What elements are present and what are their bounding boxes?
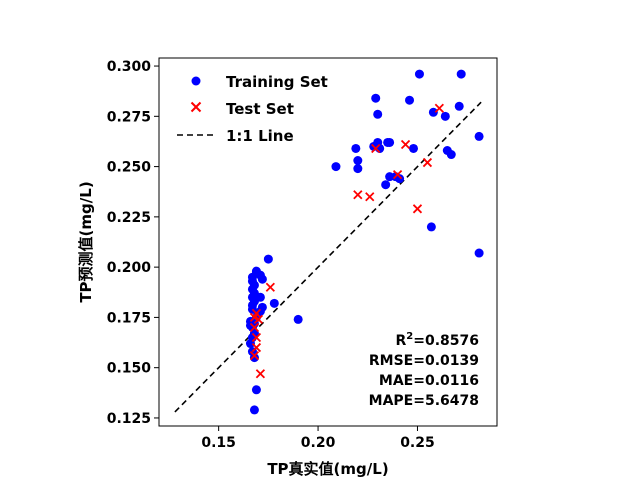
training-point [440, 111, 450, 121]
training-point [414, 69, 424, 79]
y-tick-label: 0.175 [107, 310, 151, 326]
data-points-layer [245, 69, 484, 415]
y-axis-title: TP预测值(mg/L) [77, 181, 95, 302]
r2-value: =0.8576 [413, 333, 479, 349]
r2-superscript: 2 [406, 331, 413, 342]
training-point [446, 150, 456, 160]
mae-stat: MAE=0.0116 [379, 373, 479, 389]
test-point [422, 157, 433, 168]
legend-label-test: Test Set [226, 100, 294, 118]
test-point [365, 192, 375, 202]
training-point [395, 174, 405, 184]
training-point [255, 292, 265, 302]
training-point [426, 222, 436, 232]
reference-line [174, 101, 482, 413]
y-tick-label: 0.225 [107, 210, 151, 226]
r2-label: R [395, 333, 406, 349]
reference-line-layer [174, 101, 482, 413]
y-tick-label: 0.150 [107, 361, 152, 377]
y-tick-label: 0.200 [107, 260, 152, 276]
rmse-stat: RMSE=0.0139 [369, 353, 479, 369]
test-point [265, 282, 275, 292]
test-point [249, 350, 260, 361]
training-point [408, 143, 418, 153]
training-point [331, 162, 341, 172]
training-point [371, 93, 381, 103]
test-point [251, 308, 262, 319]
legend-marker-test [190, 101, 202, 113]
test-point [353, 190, 363, 200]
training-point [257, 274, 267, 284]
x-tick-label: 0.15 [201, 435, 236, 451]
y-tick-label: 0.300 [107, 59, 152, 75]
legend: Training Set Test Set 1:1 Line [177, 73, 328, 145]
mape-stat: MAPE=5.6478 [369, 393, 479, 409]
test-point [249, 322, 260, 333]
test-point [434, 103, 444, 113]
training-point [474, 131, 484, 141]
y-tick-label: 0.250 [107, 160, 152, 176]
legend-label-reference-line: 1:1 Line [226, 127, 294, 145]
training-point [249, 405, 259, 415]
test-point [251, 332, 262, 343]
training-point [373, 109, 383, 119]
r2-stat: R2=0.8576 [395, 331, 479, 349]
test-point [255, 369, 266, 379]
training-point [353, 156, 363, 166]
plot-area [158, 57, 498, 427]
training-point [269, 298, 279, 308]
training-point [385, 137, 395, 147]
test-point [412, 204, 423, 214]
training-point [428, 107, 438, 117]
training-point [405, 95, 415, 105]
y-tick-label: 0.275 [107, 109, 151, 125]
statistics-annotation: R2=0.8576 RMSE=0.0139 MAE=0.0116 MAPE=5.… [369, 331, 479, 409]
training-point [353, 164, 363, 174]
test-point [251, 342, 262, 353]
x-tick-label: 0.20 [301, 435, 336, 451]
training-point [351, 143, 361, 153]
y-tick-label: 0.125 [107, 411, 151, 427]
test-point [371, 143, 381, 154]
training-point [456, 69, 466, 79]
training-point [251, 385, 261, 395]
x-axis-title: TP真实值(mg/L) [267, 460, 388, 478]
test-point [400, 139, 411, 150]
training-point [454, 101, 464, 111]
x-tick-label: 0.25 [400, 435, 435, 451]
training-point [293, 314, 303, 324]
training-point [474, 248, 484, 258]
legend-marker-training [191, 76, 201, 86]
training-point [263, 254, 273, 264]
y-axis-ticks: 0.125 0.150 0.175 0.200 0.225 0.250 0.275 0.300 [107, 59, 159, 427]
x-axis-ticks: 0.15 0.20 0.25 [201, 426, 435, 451]
training-point [381, 180, 391, 190]
test-point [392, 169, 403, 180]
legend-label-training: Training Set [226, 73, 328, 91]
